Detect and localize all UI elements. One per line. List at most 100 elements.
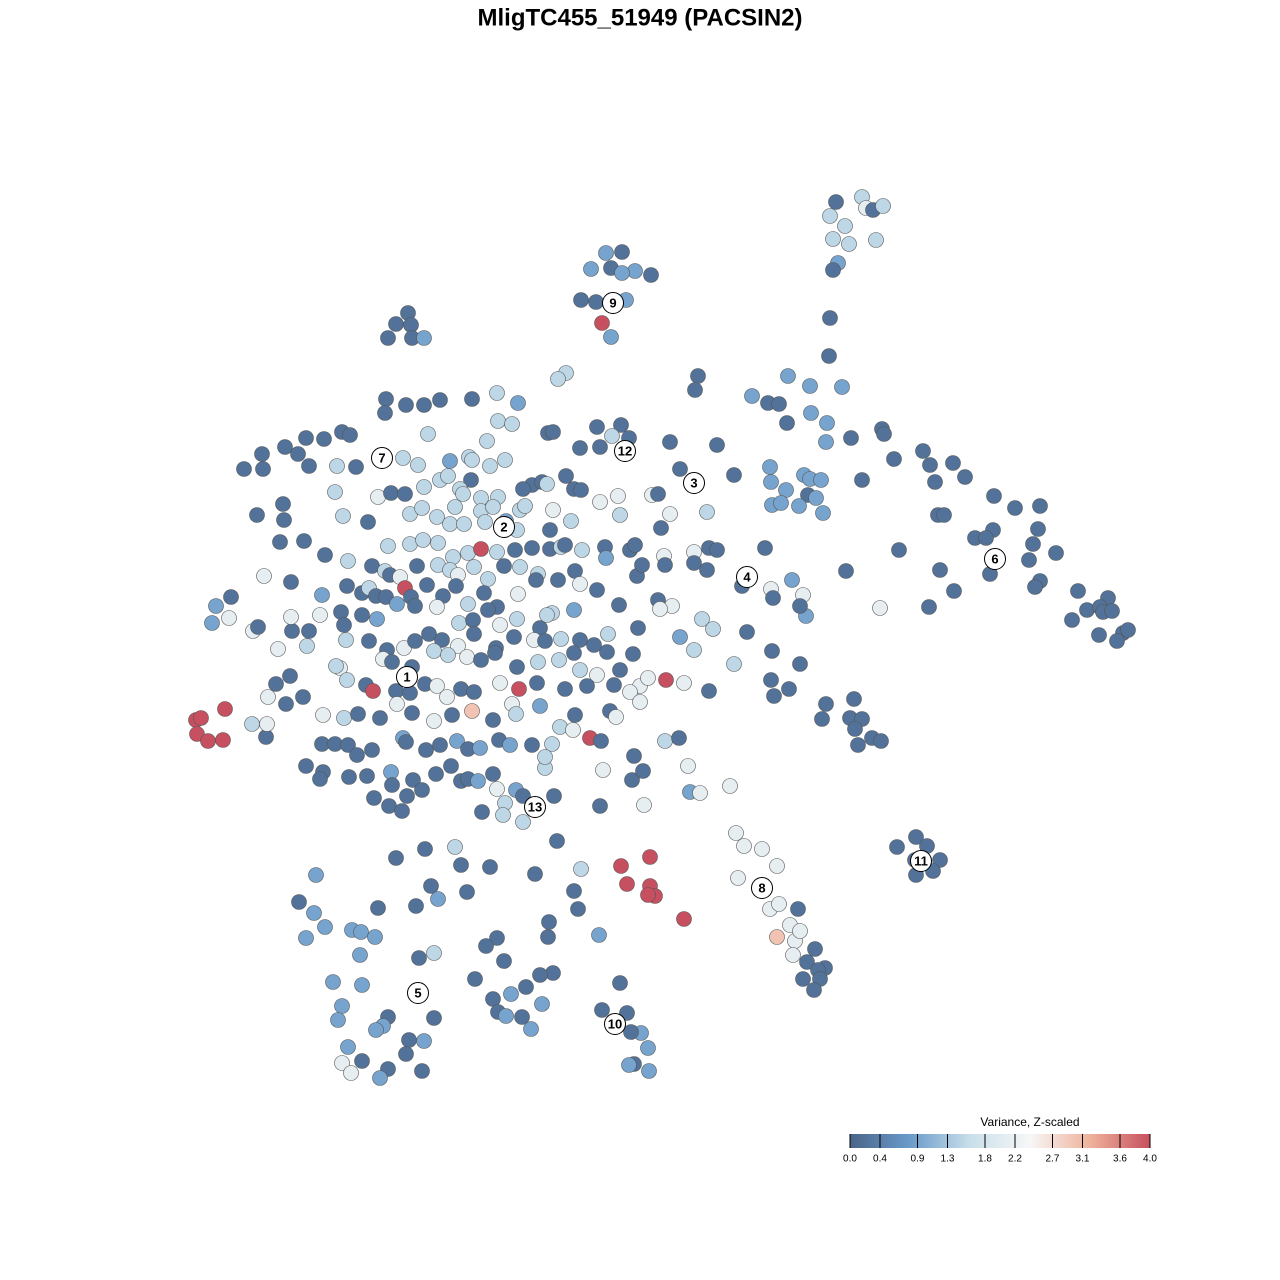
point	[200, 733, 216, 749]
point	[341, 769, 357, 785]
point	[889, 839, 905, 855]
point	[466, 559, 482, 575]
point	[402, 536, 418, 552]
point	[598, 550, 614, 566]
point	[873, 733, 889, 749]
point	[443, 758, 459, 774]
point	[921, 599, 937, 615]
point	[588, 294, 604, 310]
point	[875, 198, 891, 214]
point	[354, 607, 370, 623]
point	[445, 549, 461, 565]
point	[509, 659, 525, 675]
cluster-label-badge	[683, 472, 705, 494]
point	[837, 218, 853, 234]
point	[208, 598, 224, 614]
point	[449, 733, 465, 749]
point	[572, 662, 588, 678]
point	[466, 684, 482, 700]
colorbar-tick-label: 2.7	[1046, 1154, 1060, 1165]
point	[726, 656, 742, 672]
point	[619, 876, 635, 892]
point	[489, 544, 505, 560]
point	[692, 785, 708, 801]
point	[508, 706, 524, 722]
point	[612, 507, 628, 523]
point	[418, 742, 434, 758]
point	[572, 440, 588, 456]
point	[608, 709, 624, 725]
point	[193, 710, 209, 726]
point	[477, 514, 493, 530]
point	[364, 742, 380, 758]
point	[384, 777, 400, 793]
point	[598, 245, 614, 261]
point	[215, 732, 231, 748]
colorbar-tick-label: 4.0	[1143, 1154, 1157, 1165]
point	[335, 508, 351, 524]
point	[497, 452, 513, 468]
point	[502, 737, 518, 753]
point	[622, 684, 638, 700]
point	[570, 901, 586, 917]
point	[785, 947, 801, 963]
point	[336, 710, 352, 726]
cluster-label-badge	[910, 850, 932, 872]
point	[792, 656, 808, 672]
point	[334, 1055, 350, 1071]
point	[612, 662, 628, 678]
point	[818, 434, 834, 450]
point	[420, 426, 436, 442]
colorbar-tick-label: 1.3	[941, 1154, 955, 1165]
point	[510, 586, 526, 602]
point	[510, 395, 526, 411]
point	[699, 504, 715, 520]
point	[272, 534, 288, 550]
point	[459, 884, 475, 900]
point	[277, 439, 293, 455]
point	[524, 737, 540, 753]
cluster-label: 10	[608, 1016, 622, 1031]
point	[592, 798, 608, 814]
point	[614, 265, 630, 281]
point	[380, 330, 396, 346]
point	[558, 468, 574, 484]
point	[432, 737, 448, 753]
point	[586, 637, 602, 653]
point	[527, 866, 543, 882]
point	[453, 681, 469, 697]
point	[868, 232, 884, 248]
point	[610, 488, 626, 504]
point	[1079, 602, 1095, 618]
point	[361, 633, 377, 649]
point	[317, 547, 333, 563]
point	[545, 424, 561, 440]
point	[754, 841, 770, 857]
point	[672, 461, 688, 477]
point	[465, 612, 481, 628]
point	[814, 711, 830, 727]
point	[343, 1065, 359, 1081]
point	[676, 675, 692, 691]
point	[360, 514, 376, 530]
point	[388, 850, 404, 866]
point	[389, 596, 405, 612]
point	[1032, 498, 1048, 514]
point	[388, 316, 404, 332]
point	[1120, 622, 1136, 638]
point	[621, 1057, 637, 1073]
point	[429, 678, 445, 694]
point	[518, 979, 534, 995]
point	[515, 481, 531, 497]
point	[606, 677, 622, 693]
point	[291, 894, 307, 910]
point	[298, 430, 314, 446]
point	[451, 615, 467, 631]
point	[419, 577, 435, 593]
point	[792, 923, 808, 939]
point	[278, 696, 294, 712]
point	[694, 611, 710, 627]
point	[417, 841, 433, 857]
point	[795, 971, 811, 987]
point	[932, 852, 948, 868]
